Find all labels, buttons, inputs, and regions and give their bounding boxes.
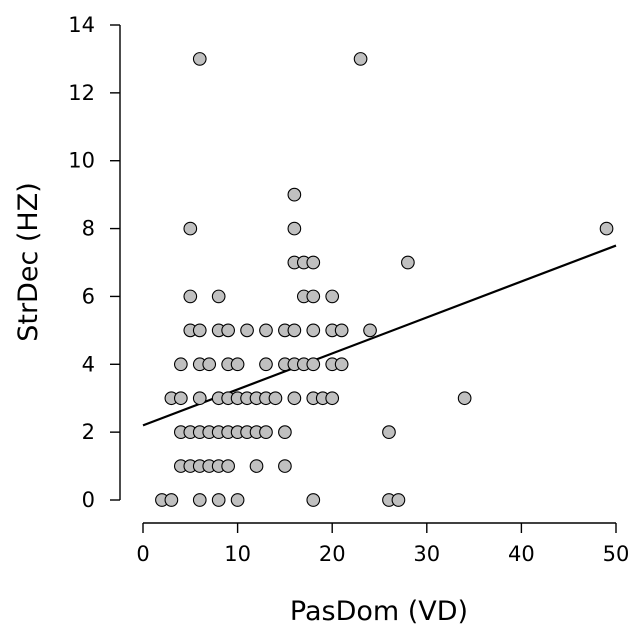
data-point xyxy=(268,391,283,406)
data-point xyxy=(287,221,302,236)
y-axis: 0 2 4 6 8 10 12 14 xyxy=(68,13,121,512)
data-point xyxy=(363,323,377,338)
points-layer xyxy=(155,52,614,507)
data-point xyxy=(230,493,245,507)
y-tick-label: 2 xyxy=(82,420,95,444)
data-point xyxy=(287,187,302,202)
data-point xyxy=(401,255,415,270)
y-tick-label: 0 xyxy=(82,488,95,512)
data-point xyxy=(221,323,235,338)
data-point xyxy=(325,289,340,304)
y-axis-title: StrDec (HZ) xyxy=(13,182,44,342)
data-point xyxy=(192,323,207,338)
data-point xyxy=(192,493,207,507)
data-point xyxy=(334,357,349,372)
data-point xyxy=(259,425,273,439)
data-point xyxy=(240,323,254,338)
x-tick-label: 10 xyxy=(224,542,251,566)
data-point xyxy=(278,425,292,439)
data-point xyxy=(249,459,264,473)
y-tick-label: 14 xyxy=(68,13,95,37)
x-tick-label: 30 xyxy=(413,542,440,566)
x-tick-label: 20 xyxy=(319,542,346,566)
data-point xyxy=(164,493,179,507)
data-point xyxy=(306,493,321,507)
data-point xyxy=(221,459,235,473)
x-tick-label: 40 xyxy=(508,542,535,566)
data-point xyxy=(173,391,188,406)
x-tick-label: 0 xyxy=(136,542,149,566)
data-point xyxy=(287,323,302,338)
x-tick-label: 50 xyxy=(603,542,630,566)
x-axis: 0 10 20 30 40 50 xyxy=(136,522,630,566)
data-point xyxy=(287,391,302,406)
data-point xyxy=(259,357,273,372)
data-point xyxy=(211,289,226,304)
data-point xyxy=(230,357,245,372)
y-tick-label: 8 xyxy=(82,217,95,241)
data-point xyxy=(211,493,226,507)
data-point xyxy=(334,323,349,338)
y-tick-label: 10 xyxy=(68,149,95,173)
data-point xyxy=(306,289,321,304)
y-tick-label: 6 xyxy=(82,284,95,308)
data-point xyxy=(278,459,292,473)
x-axis-title: PasDom (VD) xyxy=(290,596,468,624)
data-point xyxy=(306,357,321,372)
data-point xyxy=(306,323,321,338)
data-point xyxy=(192,52,207,66)
data-point xyxy=(353,52,368,66)
data-point xyxy=(183,289,198,304)
data-point xyxy=(259,323,273,338)
data-point xyxy=(391,493,406,507)
data-point xyxy=(173,357,188,372)
data-point xyxy=(202,357,217,372)
data-point xyxy=(325,391,340,406)
data-point xyxy=(306,255,321,270)
data-point xyxy=(183,221,198,236)
data-point xyxy=(599,221,614,236)
data-point xyxy=(457,391,472,406)
y-tick-label: 12 xyxy=(68,81,95,105)
data-point xyxy=(192,391,207,406)
data-point xyxy=(382,425,396,439)
y-tick-label: 4 xyxy=(82,352,95,376)
